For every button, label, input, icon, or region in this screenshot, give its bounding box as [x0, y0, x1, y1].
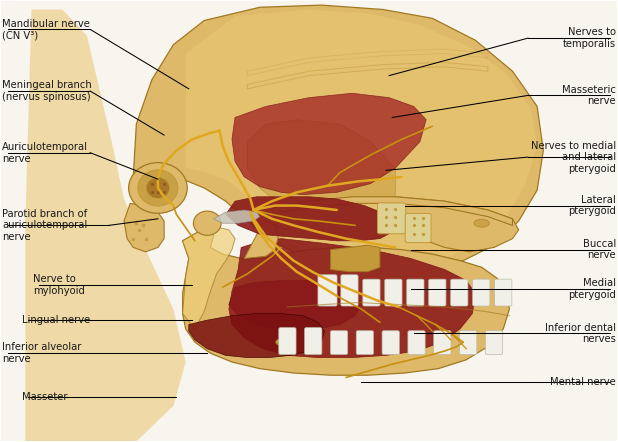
- FancyBboxPatch shape: [473, 279, 490, 306]
- Ellipse shape: [276, 339, 287, 346]
- Polygon shape: [182, 225, 235, 329]
- Ellipse shape: [129, 163, 187, 213]
- FancyBboxPatch shape: [405, 213, 431, 243]
- Polygon shape: [232, 93, 426, 194]
- Polygon shape: [185, 10, 537, 267]
- Text: Masseter: Masseter: [22, 392, 68, 402]
- Polygon shape: [229, 239, 475, 358]
- FancyBboxPatch shape: [318, 275, 337, 306]
- Polygon shape: [380, 197, 519, 252]
- Polygon shape: [124, 203, 164, 252]
- FancyBboxPatch shape: [485, 331, 502, 354]
- Ellipse shape: [193, 211, 221, 235]
- Polygon shape: [213, 210, 260, 223]
- FancyBboxPatch shape: [279, 328, 296, 354]
- FancyBboxPatch shape: [407, 279, 424, 306]
- Polygon shape: [281, 197, 512, 225]
- FancyBboxPatch shape: [460, 331, 477, 354]
- Text: Auriculotemporal
nerve: Auriculotemporal nerve: [2, 142, 88, 164]
- FancyBboxPatch shape: [363, 279, 380, 306]
- Text: Medial
pterygoid: Medial pterygoid: [568, 278, 616, 300]
- Polygon shape: [226, 197, 396, 241]
- FancyBboxPatch shape: [434, 331, 451, 354]
- Text: Lateral
pterygoid: Lateral pterygoid: [568, 195, 616, 217]
- Text: Masseteric
nerve: Masseteric nerve: [562, 84, 616, 106]
- FancyBboxPatch shape: [429, 279, 446, 306]
- Text: Inferior alveolar
nerve: Inferior alveolar nerve: [2, 343, 82, 364]
- Text: Nerves to medial
and lateral
pterygoid: Nerves to medial and lateral pterygoid: [531, 141, 616, 174]
- Polygon shape: [229, 281, 362, 331]
- Ellipse shape: [138, 170, 178, 206]
- FancyBboxPatch shape: [341, 275, 358, 306]
- Text: Nerves to
temporalis: Nerves to temporalis: [563, 27, 616, 49]
- Text: Lingual nerve: Lingual nerve: [22, 315, 90, 325]
- FancyBboxPatch shape: [451, 279, 468, 306]
- FancyBboxPatch shape: [385, 279, 402, 306]
- Polygon shape: [244, 221, 278, 259]
- Text: Inferior dental
nerves: Inferior dental nerves: [545, 323, 616, 344]
- Polygon shape: [133, 5, 543, 272]
- Polygon shape: [188, 313, 324, 358]
- Polygon shape: [331, 245, 380, 272]
- FancyBboxPatch shape: [382, 331, 399, 354]
- Polygon shape: [25, 10, 185, 441]
- FancyBboxPatch shape: [408, 331, 425, 354]
- Polygon shape: [182, 219, 509, 375]
- Text: Meningeal branch
(nervus spinosus): Meningeal branch (nervus spinosus): [2, 80, 91, 102]
- FancyBboxPatch shape: [305, 328, 322, 354]
- FancyBboxPatch shape: [331, 331, 348, 354]
- Text: Buccal
nerve: Buccal nerve: [583, 239, 616, 260]
- Ellipse shape: [474, 219, 489, 227]
- Text: Nerve to
mylohyoid: Nerve to mylohyoid: [33, 274, 85, 296]
- Polygon shape: [275, 217, 303, 230]
- FancyBboxPatch shape: [378, 203, 406, 234]
- Ellipse shape: [146, 177, 170, 198]
- Polygon shape: [247, 120, 396, 206]
- FancyBboxPatch shape: [356, 331, 373, 354]
- Text: Parotid branch of
auriculotemporal
nerve: Parotid branch of auriculotemporal nerve: [2, 209, 87, 242]
- Text: Mandibular nerve
(CN V³): Mandibular nerve (CN V³): [2, 19, 90, 40]
- Text: Mental nerve: Mental nerve: [550, 377, 616, 387]
- FancyBboxPatch shape: [494, 279, 512, 306]
